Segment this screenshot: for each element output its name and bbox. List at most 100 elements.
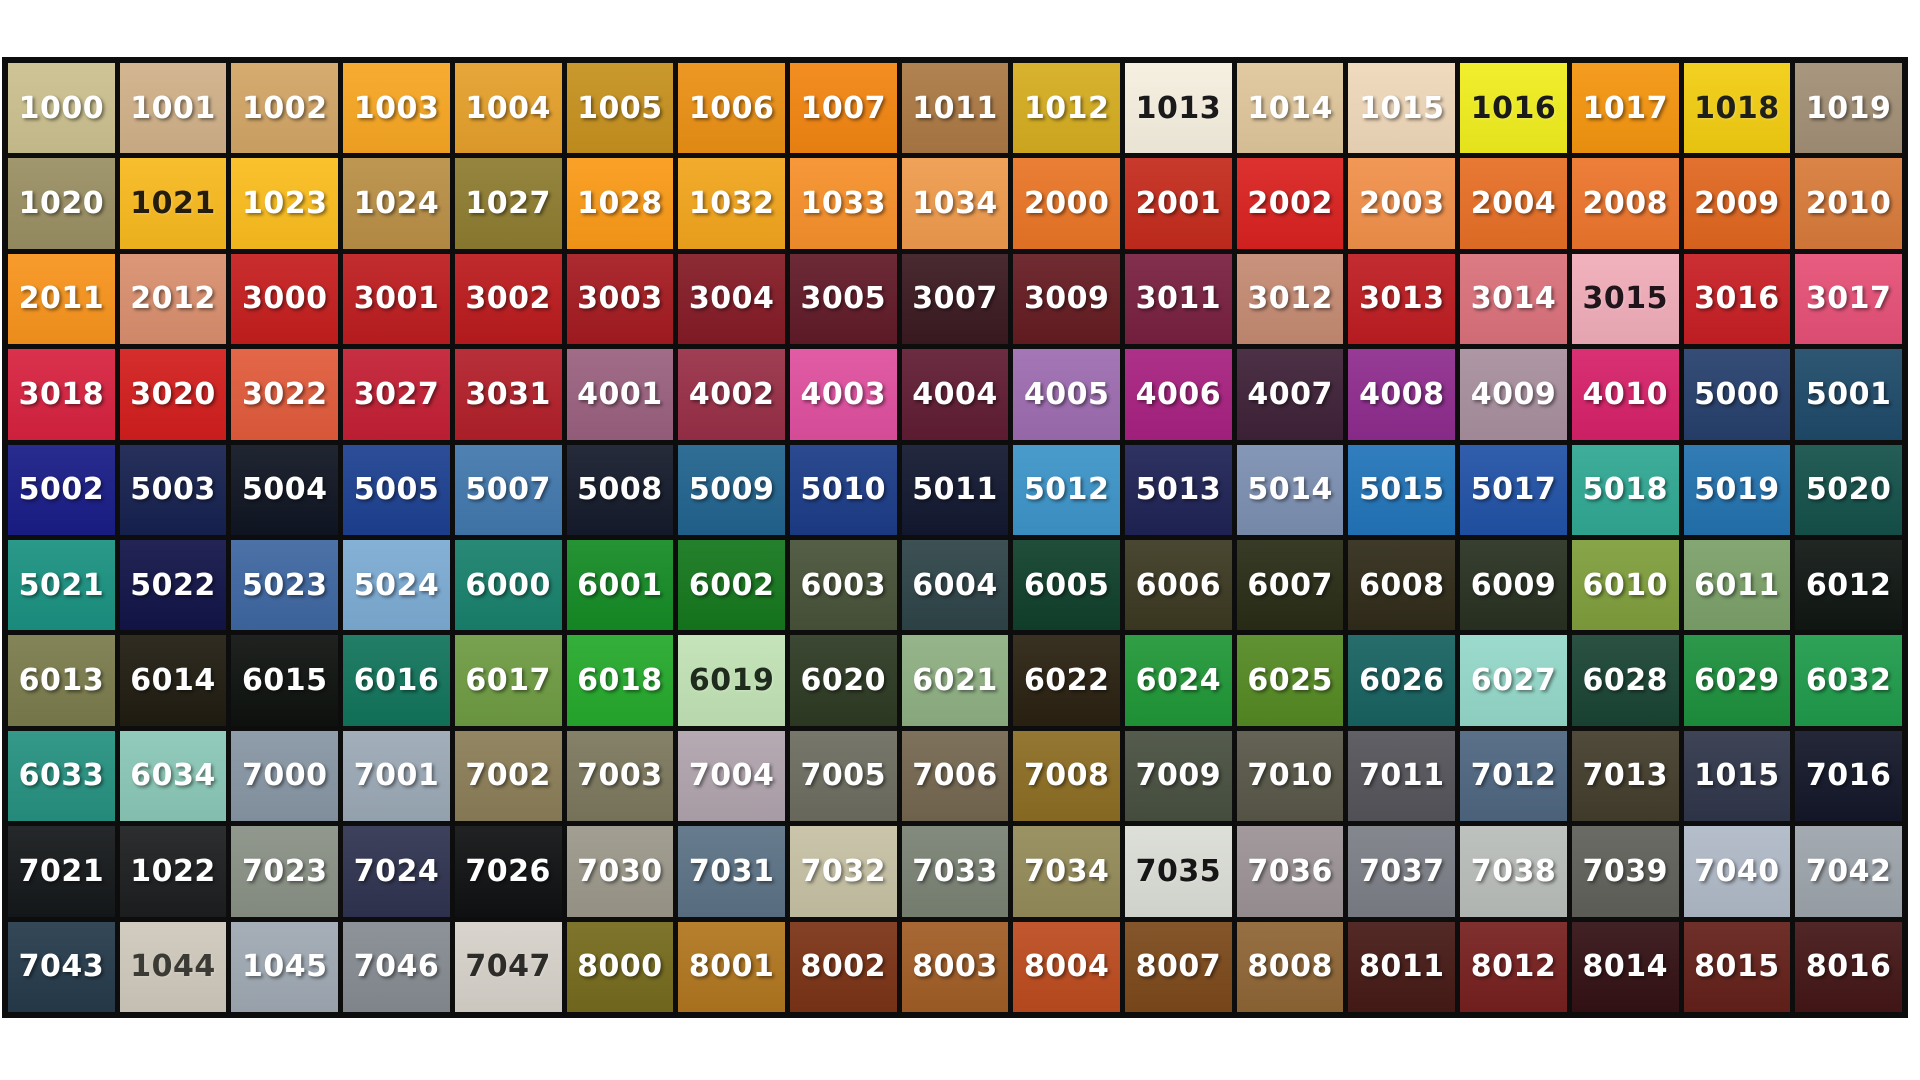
ral-code-label: 7004: [688, 758, 775, 794]
ral-swatch-3005: 3005: [789, 253, 897, 345]
ral-code-label: 5022: [130, 567, 216, 603]
ral-swatch-1017: 1017: [1571, 63, 1679, 154]
ral-code-label: 6011: [1694, 567, 1780, 603]
ral-swatch-6024: 6024: [1125, 635, 1232, 726]
ral-swatch-3001: 3001: [343, 253, 450, 345]
ral-code-label: 7011: [1359, 758, 1445, 794]
ral-swatch-4006: 4006: [1125, 349, 1232, 440]
ral-swatch-7039: 7039: [1571, 826, 1679, 917]
ral-code-label: 3007: [912, 281, 998, 317]
ral-code-label: 3031: [465, 376, 551, 412]
ral-code-label: 1033: [800, 186, 887, 222]
ral-swatch-7011: 7011: [1348, 730, 1456, 822]
ral-code-label: 4002: [688, 376, 775, 412]
ral-swatch-8007: 8007: [1125, 921, 1232, 1012]
ral-code-label: 3012: [1247, 281, 1333, 317]
ral-swatch-3000: 3000: [231, 253, 339, 345]
ral-code-label: 7039: [1582, 853, 1668, 889]
ral-code-label: 8014: [1582, 949, 1668, 985]
ral-swatch-6018: 6018: [566, 635, 674, 726]
ral-code-label: 5015: [1359, 472, 1445, 508]
ral-swatch-5008: 5008: [566, 444, 674, 535]
ral-swatch-5020: 5020: [1795, 444, 1902, 535]
ral-swatch-1032: 1032: [678, 158, 785, 249]
ral-code-label: 6015: [242, 663, 328, 699]
ral-swatch-1006: 1006: [678, 63, 785, 154]
ral-code-label: 6016: [353, 663, 440, 699]
ral-code-label: 5007: [465, 472, 551, 508]
ral-code-label: 3009: [1023, 281, 1110, 317]
ral-swatch-2012: 2012: [119, 253, 227, 345]
ral-swatch-1044: 1044: [119, 921, 227, 1012]
ral-swatch-7006: 7006: [901, 730, 1009, 822]
ral-code-label: 2002: [1247, 186, 1333, 222]
ral-swatch-1045: 1045: [231, 921, 339, 1012]
ral-code-label: 4001: [577, 376, 663, 412]
ral-swatch-2010: 2010: [1795, 158, 1902, 249]
ral-code-label: 1003: [353, 90, 440, 126]
ral-swatch-6001: 6001: [566, 540, 674, 631]
ral-swatch-2011: 2011: [8, 253, 115, 345]
ral-code-label: 7001: [353, 758, 440, 794]
ral-swatch-3027: 3027: [343, 349, 450, 440]
ral-swatch-6009: 6009: [1460, 540, 1567, 631]
ral-swatch-5024: 5024: [343, 540, 450, 631]
ral-swatch-3012: 3012: [1236, 253, 1344, 345]
ral-code-label: 4005: [1023, 376, 1110, 412]
ral-swatch-4002: 4002: [678, 349, 785, 440]
ral-code-label: 1044: [130, 949, 216, 985]
ral-swatch-7016: 7016: [1795, 730, 1902, 822]
ral-code-label: 1014: [1247, 90, 1333, 126]
ral-swatch-7010: 7010: [1236, 730, 1344, 822]
ral-code-label: 6007: [1247, 567, 1333, 603]
ral-swatch-5001: 5001: [1795, 349, 1902, 440]
ral-swatch-2000: 2000: [1013, 158, 1121, 249]
ral-code-label: 6009: [1470, 567, 1557, 603]
ral-swatch-2009: 2009: [1683, 158, 1791, 249]
ral-code-label: 5018: [1582, 472, 1668, 508]
ral-code-label: 6002: [688, 567, 775, 603]
ral-code-label: 1013: [1135, 90, 1222, 126]
ral-code-label: 7002: [465, 758, 551, 794]
ral-swatch-1020: 1020: [8, 158, 115, 249]
ral-code-label: 8007: [1135, 949, 1222, 985]
ral-code-label: 8001: [688, 949, 775, 985]
ral-swatch-6000: 6000: [454, 540, 562, 631]
ral-code-label: 7012: [1470, 758, 1557, 794]
ral-code-label: 1023: [242, 186, 328, 222]
ral-code-label: 5014: [1247, 472, 1333, 508]
ral-swatch-6029: 6029: [1683, 635, 1791, 726]
ral-swatch-8001: 8001: [678, 921, 785, 1012]
ral-code-label: 2001: [1135, 186, 1222, 222]
ral-code-label: 4009: [1470, 376, 1557, 412]
ral-swatch-7037: 7037: [1348, 826, 1456, 917]
ral-swatch-6012: 6012: [1795, 540, 1902, 631]
ral-code-label: 7031: [688, 853, 775, 889]
ral-code-label: 1015: [1694, 758, 1780, 794]
ral-code-label: 7010: [1247, 758, 1333, 794]
ral-swatch-5000: 5000: [1683, 349, 1791, 440]
ral-code-label: 6000: [465, 567, 551, 603]
ral-code-label: 3005: [800, 281, 887, 317]
ral-swatch-1001: 1001: [119, 63, 227, 154]
ral-swatch-5014: 5014: [1236, 444, 1344, 535]
ral-code-label: 3015: [1582, 281, 1668, 317]
ral-code-label: 6026: [1359, 663, 1445, 699]
ral-code-label: 7034: [1023, 853, 1110, 889]
ral-swatch-1023: 1023: [231, 158, 339, 249]
ral-swatch-6022: 6022: [1013, 635, 1121, 726]
ral-code-label: 1015: [1359, 90, 1445, 126]
ral-swatch-4004: 4004: [901, 349, 1009, 440]
ral-swatch-1028: 1028: [566, 158, 674, 249]
ral-swatch-6016: 6016: [343, 635, 450, 726]
ral-swatch-7026: 7026: [454, 826, 562, 917]
ral-swatch-5015: 5015: [1348, 444, 1456, 535]
ral-code-label: 6021: [912, 663, 998, 699]
ral-swatch-7013: 7013: [1571, 730, 1679, 822]
ral-swatch-1019: 1019: [1795, 63, 1902, 154]
ral-swatch-1024: 1024: [343, 158, 450, 249]
ral-code-label: 2003: [1359, 186, 1445, 222]
ral-code-label: 6020: [800, 663, 887, 699]
ral-swatch-4010: 4010: [1571, 349, 1679, 440]
